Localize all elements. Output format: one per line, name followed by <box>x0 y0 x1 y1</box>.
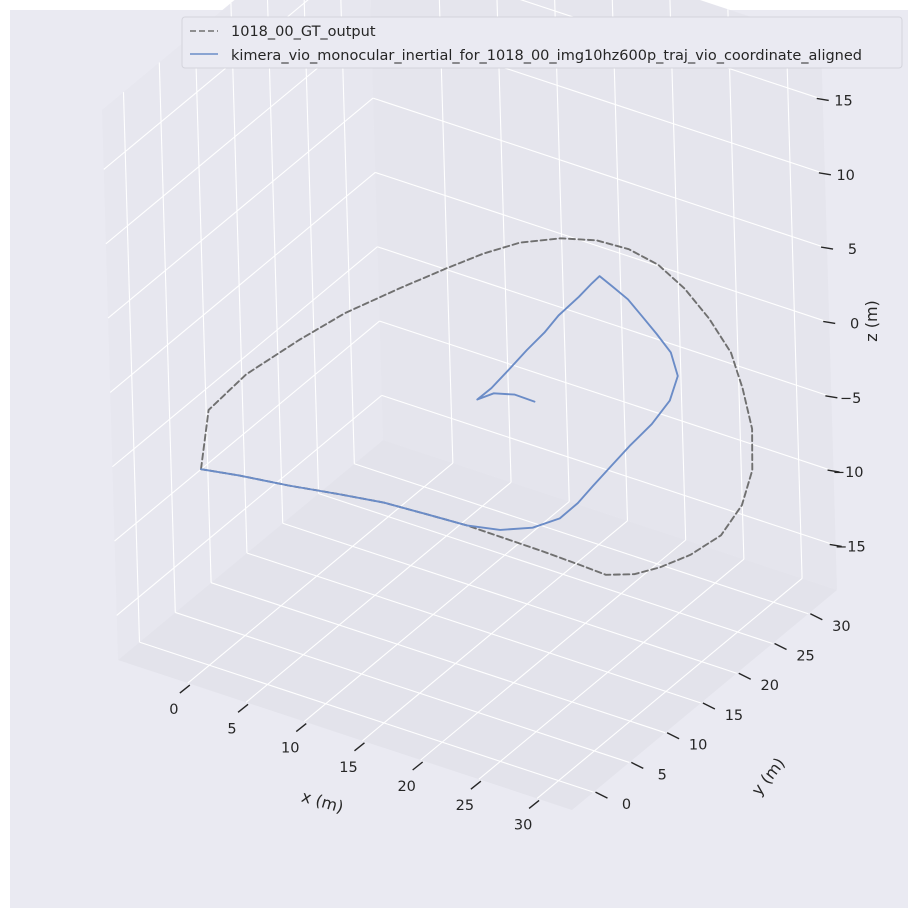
y-tick-label: 25 <box>796 649 814 665</box>
legend-label-vio: kimera_vio_monocular_inertial_for_1018_0… <box>231 48 862 64</box>
grid-line-z-back <box>379 320 834 472</box>
y-tick-label: 20 <box>761 678 779 694</box>
z-tick-mark <box>829 543 842 548</box>
grid-line-x-floor <box>245 481 512 703</box>
x-tick-mark <box>237 703 249 713</box>
grid-line-y-wall <box>122 92 141 643</box>
grid-line-z-back <box>372 97 828 249</box>
z-tick-mark <box>823 320 836 325</box>
z-tick-label: −10 <box>833 465 864 481</box>
back-wall-pane <box>370 0 837 590</box>
x-tick-mark <box>179 684 191 694</box>
y-tick-label: 0 <box>622 797 631 813</box>
floor-pane <box>118 440 837 810</box>
grid-line-x-floor <box>420 539 687 761</box>
x-axis-label: x (m) <box>299 787 345 817</box>
z-tick-label: 0 <box>850 316 859 332</box>
x-tick-label: 0 <box>169 702 178 718</box>
x-tick-mark <box>295 722 307 733</box>
y-tick-mark <box>595 791 608 799</box>
y-tick-mark <box>810 613 823 621</box>
grid-line-y-wall <box>194 32 212 583</box>
grid-line-y-floor <box>354 463 809 615</box>
x-tick-label: 25 <box>456 798 474 814</box>
y-tick-label: 15 <box>725 708 743 724</box>
grid-line-z-back <box>381 394 836 546</box>
z-tick-label: −15 <box>835 539 866 555</box>
legend-label-gt: 1018_00_GT_output <box>231 24 376 40</box>
z-tick-label: 15 <box>834 93 852 109</box>
y-tick-label: 30 <box>832 619 850 635</box>
grid-line-y-floor <box>210 582 666 734</box>
grid-line-z-left <box>107 97 374 319</box>
grid-line-x-wall <box>727 9 745 560</box>
y-tick-label: 5 <box>658 767 667 783</box>
grid-line-y-floor <box>175 611 630 763</box>
x-tick-label: 15 <box>339 760 357 776</box>
grid-line-y-wall <box>158 62 176 613</box>
x-tick-mark <box>528 799 540 810</box>
grid-line-x-wall <box>438 0 454 464</box>
grid-line-z-left <box>116 394 383 616</box>
grid-line-x-floor <box>536 578 803 799</box>
axis-panes <box>102 0 837 810</box>
series-line-vio <box>200 275 679 531</box>
grid-line-x-floor <box>362 520 628 742</box>
legend: 1018_00_GT_output kimera_vio_monocular_i… <box>181 16 903 69</box>
x-tick-mark <box>412 761 424 771</box>
grid-line-z-back <box>375 171 830 323</box>
y-tick-label: 10 <box>689 738 707 754</box>
x-tick-label: 10 <box>281 741 299 757</box>
series-layer <box>200 237 754 576</box>
y-tick-mark <box>774 642 787 651</box>
grid-line-y-wall <box>230 2 248 553</box>
x-tick-label: 30 <box>514 817 532 833</box>
z-tick-mark <box>820 246 834 250</box>
grid-line-y-floor <box>318 492 773 645</box>
z-tick-mark <box>818 172 832 176</box>
grid-line-z-left <box>112 246 378 468</box>
y-tick-mark <box>666 732 680 740</box>
y-tick-mark <box>702 702 716 710</box>
grid-line-z-back <box>377 246 832 398</box>
grid-line-y-floor <box>282 522 737 674</box>
grid-line-x-floor <box>478 558 745 780</box>
grid-line-x-wall <box>669 0 687 541</box>
z-tick-mark <box>816 97 829 102</box>
axis-ticks: 0 5 10 15 20 25 30 0 5 10 15 20 25 30 −15 −10 −5 0 5 10 15 <box>169 93 865 833</box>
grid-line-z-left <box>114 320 380 542</box>
z-tick-mark <box>825 395 838 399</box>
y-tick-mark <box>738 672 752 680</box>
x-tick-mark <box>470 780 482 790</box>
z-tick-label: 5 <box>848 242 857 258</box>
grid-line-z-left <box>109 172 376 393</box>
legend-box <box>181 16 903 69</box>
x-tick-label: 20 <box>397 779 415 795</box>
z-axis-label: z (m) <box>862 300 881 342</box>
grid-line-y-wall <box>340 0 355 464</box>
z-tick-label: 10 <box>836 168 854 184</box>
grid-line-y-floor <box>246 552 702 704</box>
y-axis-label: y (m) <box>748 754 789 799</box>
x-tick-mark <box>354 742 365 752</box>
x-tick-label: 5 <box>227 721 236 737</box>
z-tick-mark <box>827 469 840 473</box>
z-tick-label: −5 <box>840 391 861 407</box>
grid-line-y-floor <box>139 641 594 793</box>
grid-line-x-floor <box>187 462 454 684</box>
grid-line-x-wall <box>785 28 803 579</box>
y-tick-mark <box>630 761 644 770</box>
grid-line-x-floor <box>303 501 570 722</box>
